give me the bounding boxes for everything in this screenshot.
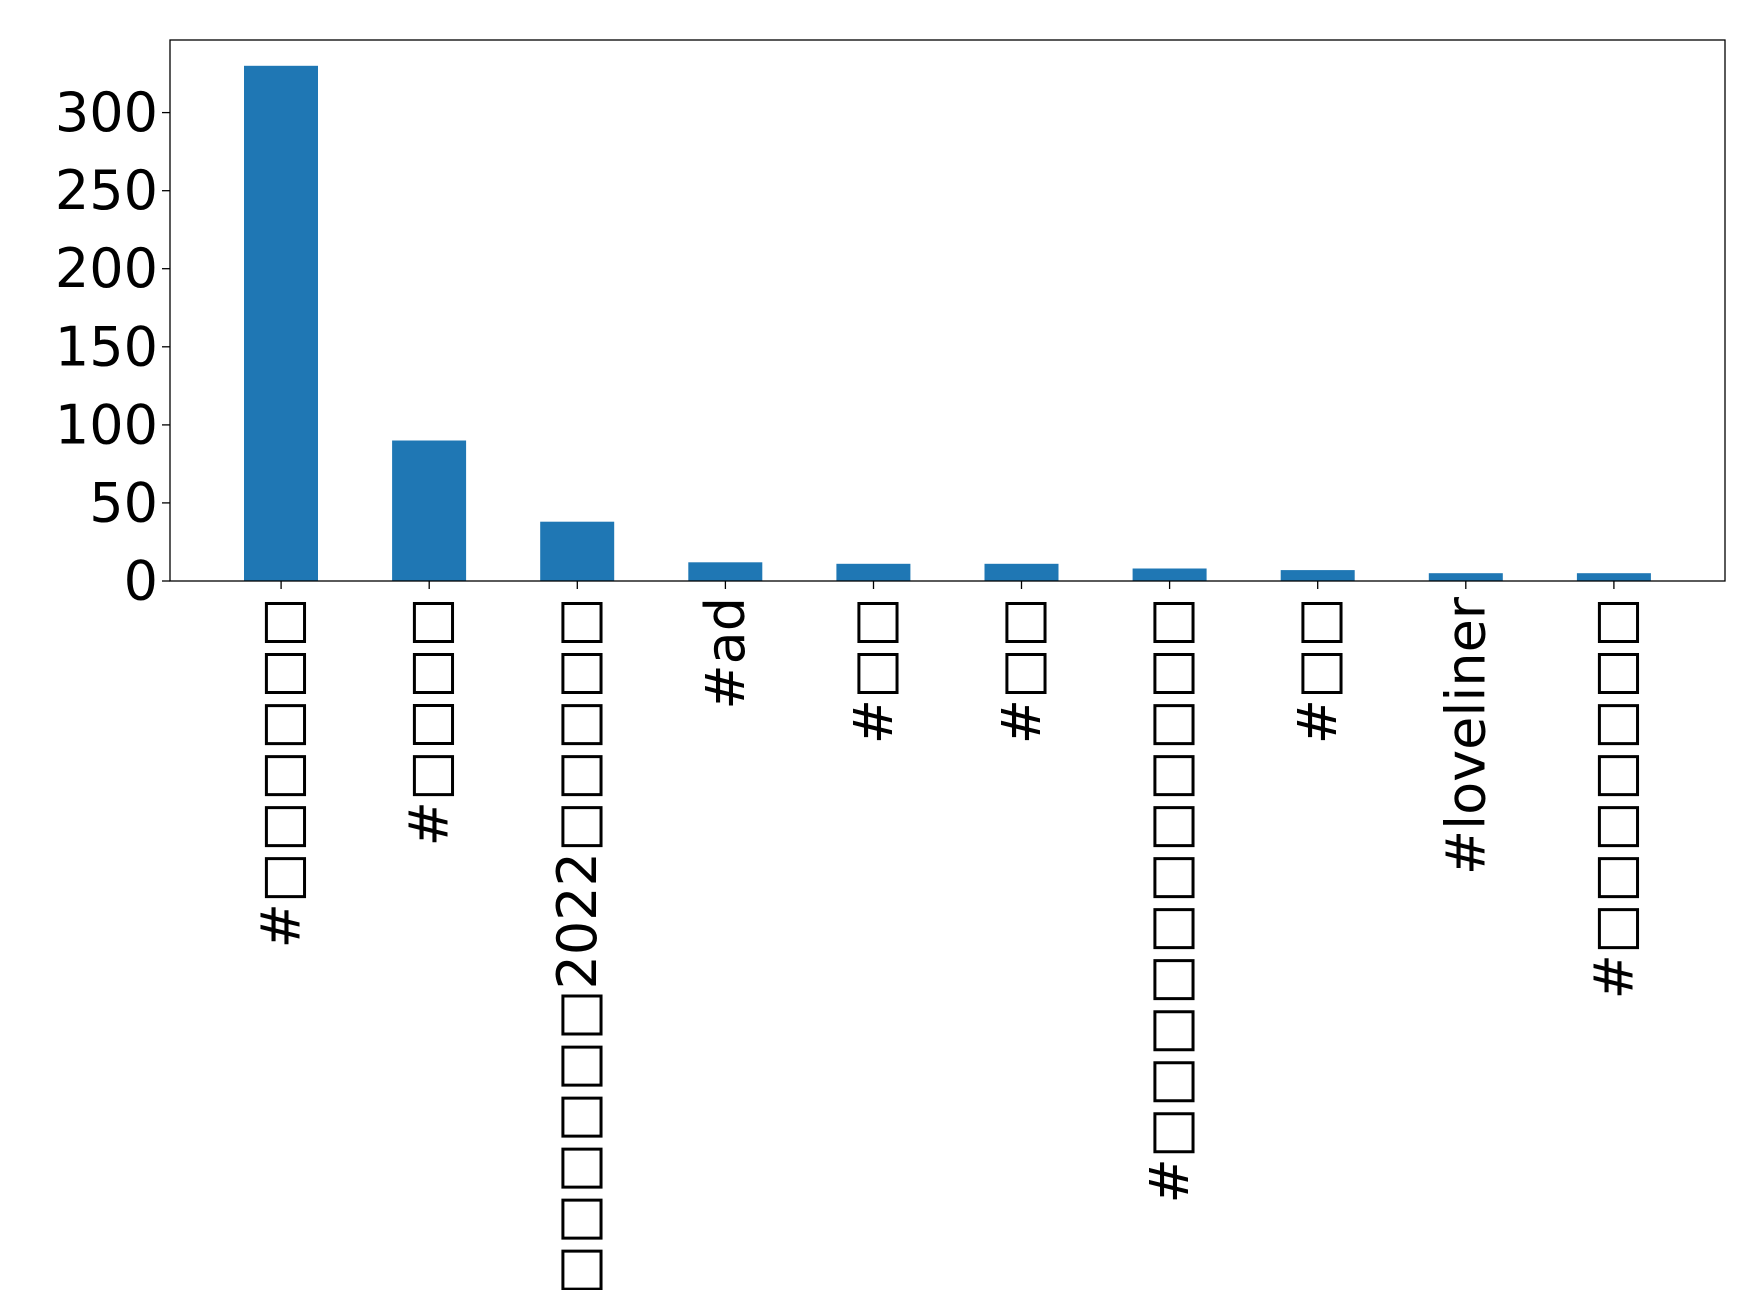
x-tick-label-4: #□□ <box>842 597 905 744</box>
y-tick-label-5: 250 <box>55 159 158 222</box>
y-tick-label-1: 50 <box>89 471 158 534</box>
bar-0 <box>244 65 318 582</box>
bar-2 <box>540 521 615 581</box>
bar-3 <box>688 562 763 581</box>
y-tick-label-4: 200 <box>55 237 158 300</box>
y-tick-label-2: 100 <box>55 393 158 456</box>
bar-7 <box>1280 570 1355 581</box>
x-tick-label-8: #loveliner <box>1434 596 1497 875</box>
x-tick-label-2: #□□□□□□2022□□□□□ <box>546 597 609 1290</box>
x-tick-label-5: #□□ <box>990 597 1053 744</box>
x-tick-label-1: #□□□□ <box>398 597 461 846</box>
x-tick-label-7: #□□ <box>1286 597 1349 744</box>
x-tick-label-6: #□□□□□□□□□□□ <box>1138 597 1201 1203</box>
y-tick-label-0: 0 <box>124 550 158 613</box>
bar-1 <box>392 440 467 581</box>
x-tick-label-0: #□□□□□□ <box>250 597 313 948</box>
bar-5 <box>984 563 1059 581</box>
y-tick-label-6: 300 <box>55 81 158 144</box>
x-axis: #□□□□□□ #□□□□ #□□□□□□2022□□□□□ #ad #□□ #□□ #□□… <box>250 581 1645 1290</box>
bar-4 <box>836 563 911 581</box>
x-tick-label-9: #□□□□□□□ <box>1582 597 1645 999</box>
bars-group <box>244 65 1651 582</box>
x-tick-label-3: #ad <box>694 597 757 710</box>
plot-area-frame <box>169 39 1726 582</box>
bar-6 <box>1132 568 1207 581</box>
y-tick-label-3: 150 <box>55 315 158 378</box>
y-axis: 0 50 100 150 200 250 300 <box>55 81 170 613</box>
bar-8 <box>1428 573 1503 581</box>
bar-9 <box>1576 573 1651 581</box>
